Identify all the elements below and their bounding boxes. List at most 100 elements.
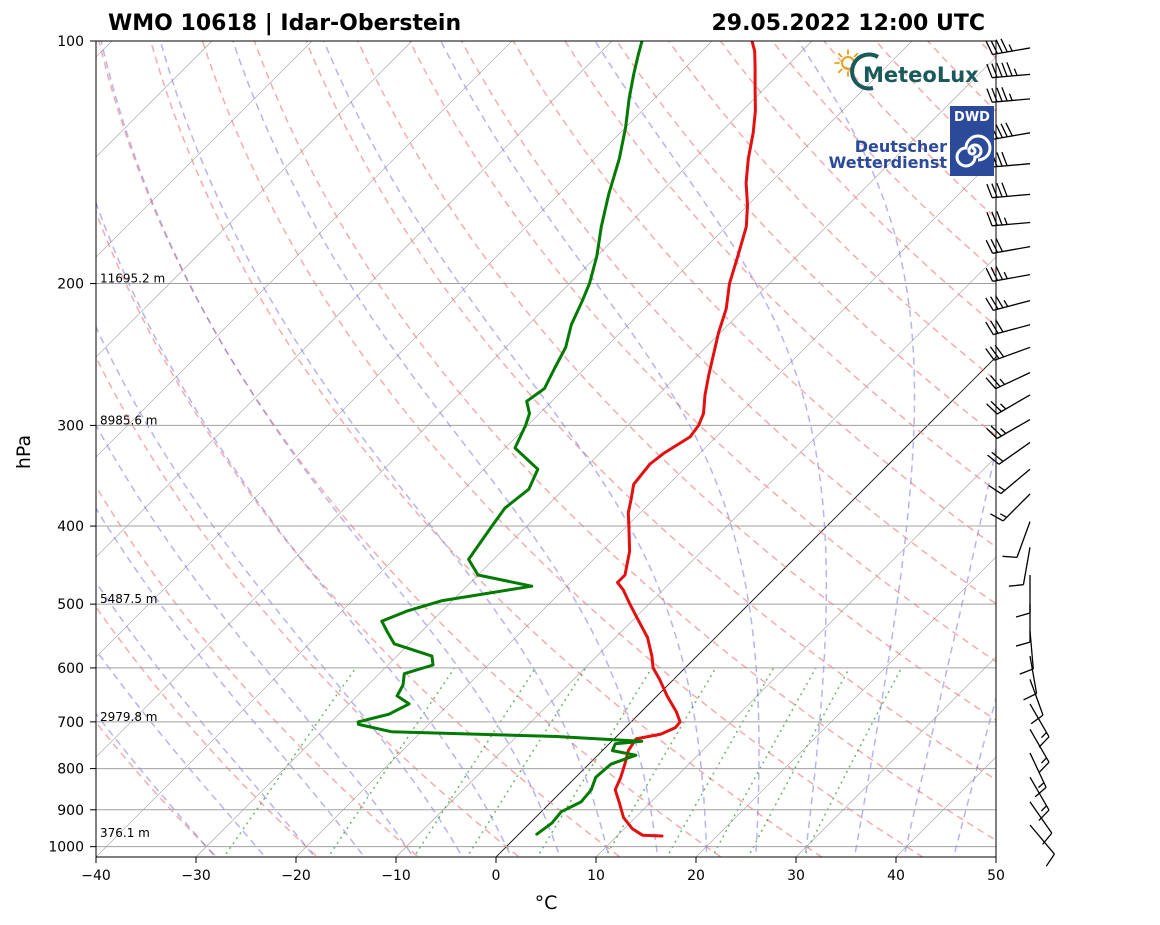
barb-staff: [992, 221, 1031, 227]
x-tick-label: −20: [281, 868, 311, 884]
barb-feather: [1015, 641, 1031, 647]
barb-feather: [991, 63, 998, 78]
wind-barb: [987, 441, 1031, 465]
x-tick-label: 0: [492, 868, 501, 884]
y-tick-label: 700: [57, 715, 84, 731]
barb-half-feather: [1037, 782, 1045, 789]
barb-feather: [985, 41, 994, 55]
height-label: 376.1 m: [100, 826, 150, 840]
barb-staff: [1029, 655, 1038, 694]
dry-adiabat: [98, 41, 723, 857]
mixing-ratio-line: [604, 667, 717, 857]
wind-barb: [1015, 574, 1031, 618]
barb-feather: [991, 451, 1004, 462]
barb-feather: [1005, 122, 1013, 137]
barb-feather: [989, 346, 1000, 359]
wind-barb: [1029, 776, 1050, 822]
barb-staff: [992, 47, 1031, 56]
dry-adiabat: [408, 41, 996, 663]
wind-barb: [986, 394, 1031, 415]
barb-staff: [1029, 679, 1044, 716]
plot-frame: [95, 40, 997, 858]
barb-feather: [1002, 555, 1018, 559]
barb-feather: [1045, 853, 1055, 867]
barb-staff: [1029, 752, 1047, 788]
barb-half-feather: [1000, 403, 1007, 410]
barb-feather: [1000, 38, 1008, 53]
barb-feather: [985, 297, 994, 311]
barb-feather: [990, 320, 999, 334]
isotherm: [96, 41, 613, 558]
barb-feather: [1042, 832, 1053, 845]
wind-barb: [1008, 547, 1031, 587]
moist-adiabat: [159, 41, 610, 857]
barb-feather: [1030, 714, 1044, 725]
wind-barb: [986, 211, 1031, 227]
barb-half-feather: [1000, 428, 1007, 434]
wind-barb: [985, 295, 1031, 312]
barb-half-feather: [999, 513, 1008, 518]
barb-feather: [1034, 786, 1047, 798]
barb-feather: [991, 87, 998, 103]
barb-feather: [994, 295, 1004, 309]
y-tick-label: 400: [57, 519, 84, 535]
wind-barb: [1023, 655, 1038, 701]
x-tick-label: 10: [587, 868, 605, 884]
y-tick-label: 300: [57, 418, 84, 434]
meteolux-logo: MeteoLux: [834, 49, 979, 91]
moist-adiabat: [96, 712, 217, 857]
isotherm: [795, 656, 996, 857]
barb-staff: [994, 346, 1031, 361]
height-label: 8985.6 m: [100, 413, 158, 427]
moist-adiabat: [323, 41, 708, 857]
barb-staff: [1029, 776, 1050, 811]
barb-feather: [996, 211, 1003, 226]
barb-half-feather: [1040, 757, 1047, 764]
dry-adiabat: [96, 355, 521, 857]
wind-barb: [1029, 824, 1055, 867]
mixing-ratio-line: [327, 667, 456, 857]
mixing-ratio-line: [466, 667, 587, 857]
barb-feather: [990, 375, 1001, 388]
barb-staff: [998, 441, 1031, 465]
barb-half-feather: [1008, 93, 1013, 101]
y-tick-label: 200: [57, 277, 84, 293]
dry-adiabat: [305, 41, 996, 781]
x-tick-label: 40: [887, 868, 905, 884]
barb-feather: [996, 87, 1003, 102]
spiral-icon: [955, 134, 992, 168]
y-tick-label: 800: [57, 762, 84, 778]
barb-feather: [1038, 761, 1050, 774]
barb-feather: [995, 39, 1003, 54]
wind-barb: [1019, 631, 1034, 675]
dwd-logo: DWD Deutscher Wetterdienst: [829, 106, 994, 176]
wind-barb: [1029, 679, 1044, 725]
barb-half-feather: [1003, 217, 1008, 225]
barb-feather: [985, 348, 995, 361]
wind-barb: [1029, 728, 1050, 774]
isotherm: [595, 456, 996, 857]
temperature-line: [613, 41, 757, 838]
x-tick-label: 20: [687, 868, 705, 884]
barb-feather: [990, 425, 1002, 437]
barb-staff: [992, 246, 1031, 254]
barb-feather: [987, 454, 1000, 465]
barb-feather: [1001, 151, 1008, 166]
barb-feather: [995, 266, 1003, 280]
barb-staff: [1029, 728, 1050, 763]
wind-barb: [985, 266, 1031, 282]
mixing-ratio-line: [747, 667, 851, 857]
isotherm: [0, 41, 12, 857]
barb-feather: [1001, 87, 1008, 102]
y-axis-label: hPa: [13, 435, 35, 469]
barb-staff: [992, 274, 1031, 282]
barb-feather: [1006, 62, 1013, 77]
wind-barb: [1015, 604, 1031, 647]
barb-feather: [994, 319, 1004, 333]
barb-feather: [985, 267, 994, 282]
moist-adiabat: [96, 325, 464, 857]
moist-adiabat: [903, 444, 996, 857]
isotherm: [96, 41, 513, 458]
height-labels: 11695.2 m 8985.6 m 5487.5 m 2979.8 m 376.1 m: [100, 272, 165, 840]
wind-barb: [985, 238, 1031, 254]
